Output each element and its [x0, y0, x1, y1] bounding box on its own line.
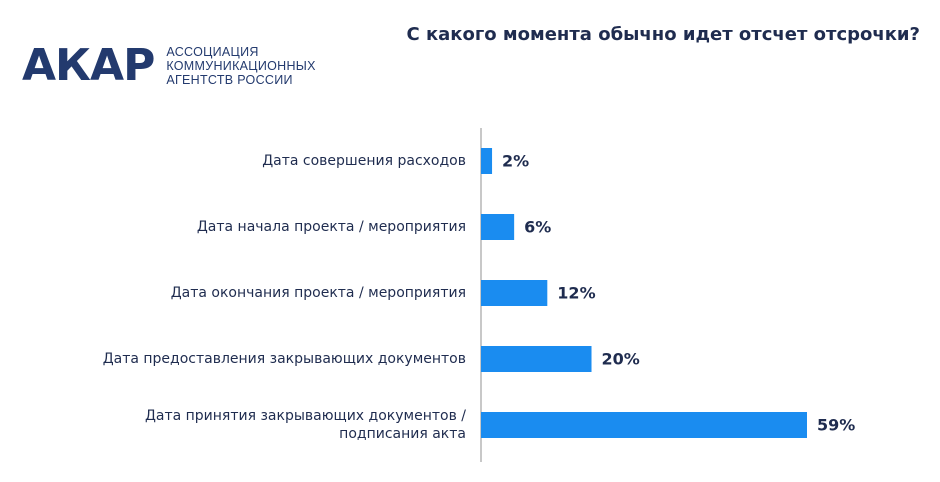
bar	[481, 412, 807, 438]
category-label-line: Дата принятия закрывающих документов /	[145, 408, 466, 424]
bar	[481, 214, 515, 240]
acar-logo: АКАР АССОЦИАЦИЯ КОММУНИКАЦИОННЫХ АГЕНТСТ…	[22, 38, 316, 94]
bar-value-label: 6%	[524, 218, 551, 237]
logo-text-line: АССОЦИАЦИЯ	[166, 45, 259, 59]
category-label: Дата окончания проекта / мероприятия	[171, 285, 466, 301]
logo-mark: АКАР	[22, 40, 155, 91]
category-label-line: Дата окончания проекта / мероприятия	[171, 285, 466, 301]
category-label-line: Дата совершения расходов	[262, 153, 466, 169]
category-label: Дата совершения расходов	[262, 153, 466, 169]
category-label-line: Дата предоставления закрывающих документ…	[103, 351, 466, 367]
bar-value-label: 59%	[817, 416, 855, 435]
bar-value-label: 2%	[502, 152, 529, 171]
bar-value-label: 12%	[557, 284, 595, 303]
category-label: Дата принятия закрывающих документов / по…	[145, 408, 466, 442]
category-label: Дата предоставления закрывающих документ…	[103, 351, 466, 367]
category-label: Дата начала проекта / мероприятия	[197, 219, 466, 235]
bar	[481, 280, 548, 306]
logo-text-line: АГЕНТСТВ РОССИИ	[166, 73, 293, 87]
bar	[481, 148, 493, 174]
bar	[481, 346, 592, 372]
category-label-line: подписания акта	[339, 426, 466, 442]
bar-value-label: 20%	[602, 350, 640, 369]
logo-text-line: КОММУНИКАЦИОННЫХ	[166, 59, 316, 73]
logo-text: АССОЦИАЦИЯ КОММУНИКАЦИОННЫХ АГЕНТСТВ РОС…	[166, 45, 315, 87]
chart-title: С какого момента обычно идет отсчет отср…	[406, 24, 920, 45]
category-label-line: Дата начала проекта / мероприятия	[197, 219, 466, 235]
